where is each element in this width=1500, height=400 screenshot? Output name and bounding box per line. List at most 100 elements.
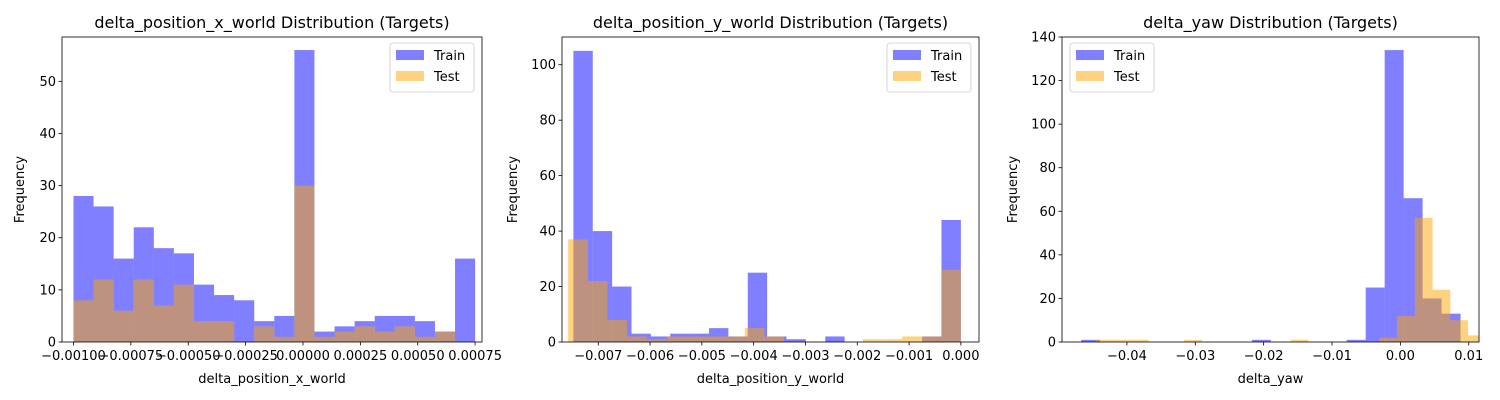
- x-tick-label: −0.006: [626, 349, 674, 364]
- test-bar: [744, 328, 765, 342]
- test-bar: [587, 281, 608, 342]
- y-tick-label: 30: [39, 179, 56, 194]
- test-bar: [214, 321, 235, 342]
- test-bar: [666, 336, 687, 342]
- test-bar: [1184, 339, 1202, 342]
- x-tick-label: 0.00000: [276, 349, 330, 364]
- test-bar: [254, 326, 275, 342]
- train-legend-swatch: [1076, 50, 1104, 60]
- test-bar: [73, 300, 94, 342]
- y-tick-label: 0: [548, 336, 556, 351]
- train-bar: [786, 339, 806, 342]
- legend-label: Train: [433, 49, 465, 64]
- y-tick-label: 0: [1048, 336, 1056, 351]
- chart-panel-2: −0.007 −0.006 −0.005 −0.004 −0.003 −0.002 −0.0…: [506, 13, 979, 387]
- y-tick-label: 80: [539, 114, 556, 129]
- train-bar: [455, 258, 476, 342]
- y-tick-label: 120: [1031, 74, 1056, 89]
- x-tick-label: −0.00025: [213, 349, 278, 364]
- test-legend-swatch: [396, 71, 424, 81]
- train-bar: [1081, 339, 1101, 342]
- test-bar: [901, 336, 922, 342]
- y-axis-label: Frequency: [506, 156, 521, 223]
- x-tick-label: 0.00: [1386, 349, 1415, 364]
- test-bar: [862, 339, 883, 342]
- x-tick-label: 0.01: [1454, 349, 1483, 364]
- test-bar: [705, 336, 726, 342]
- test-bar: [627, 336, 647, 342]
- y-tick-label: 20: [1039, 292, 1056, 307]
- x-tick-label: 0.00025: [333, 349, 387, 364]
- y-tick-label: 10: [39, 283, 56, 298]
- x-tick-label: −0.01: [1312, 349, 1352, 364]
- x-tick-label: 0.00075: [448, 349, 502, 364]
- test-bar: [1113, 339, 1131, 342]
- y-tick-label: 100: [1031, 118, 1056, 133]
- test-bar: [394, 326, 415, 342]
- test-bar: [1290, 339, 1309, 342]
- x-tick-label: −0.002: [833, 349, 881, 364]
- x-tick-label: −0.00075: [99, 349, 164, 364]
- legend-label: Test: [930, 70, 957, 85]
- train-bar: [1384, 50, 1404, 342]
- chart-title: delta_yaw Distribution (Targets): [1143, 13, 1398, 33]
- test-legend-swatch: [1076, 71, 1104, 81]
- x-tick-label: −0.004: [730, 349, 778, 364]
- test-bar: [882, 339, 902, 342]
- x-tick-label: −0.005: [678, 349, 726, 364]
- y-tick-label: 60: [1039, 205, 1056, 220]
- train-bar: [1365, 287, 1385, 342]
- legend-label: Test: [1113, 70, 1140, 85]
- train-bar: [1251, 339, 1271, 342]
- test-bar: [113, 310, 134, 342]
- y-tick-label: 100: [531, 58, 556, 73]
- test-bar: [434, 331, 456, 342]
- legend: Train Test: [389, 42, 475, 93]
- y-tick-label: 20: [539, 280, 556, 295]
- test-bar: [607, 319, 628, 342]
- train-legend-swatch: [893, 50, 921, 60]
- bars-group: [1081, 50, 1479, 342]
- x-tick-label: −0.00100: [41, 349, 106, 364]
- axes-frame: [561, 36, 980, 343]
- test-bar: [1468, 335, 1479, 342]
- y-tick-label: 40: [1039, 248, 1056, 263]
- x-axis-label: delta_yaw: [1238, 372, 1304, 387]
- y-tick-label: 80: [1039, 161, 1056, 176]
- x-tick-label: −0.003: [781, 349, 829, 364]
- test-bar: [193, 321, 215, 342]
- y-axis-label: Frequency: [13, 156, 28, 223]
- test-bar: [921, 336, 942, 342]
- train-bar: [274, 315, 295, 342]
- y-axis-label: Frequency: [1006, 156, 1021, 223]
- test-bar: [354, 326, 375, 342]
- x-tick-label: −0.001: [885, 349, 933, 364]
- test-bar: [133, 279, 154, 342]
- chart-title: delta_position_y_world Distribution (Tar…: [593, 13, 948, 33]
- test-bar: [374, 331, 395, 342]
- y-tick-label: 140: [1031, 31, 1056, 46]
- train-bar: [1346, 339, 1366, 342]
- test-legend-swatch: [893, 71, 921, 81]
- test-bar: [725, 336, 745, 342]
- test-bar: [1450, 320, 1469, 342]
- y-tick-label: 40: [539, 225, 556, 240]
- legend-label: Train: [1113, 49, 1145, 64]
- test-bar: [93, 279, 114, 342]
- y-tick-label: 60: [539, 169, 556, 184]
- x-tick-label: −0.03: [1175, 349, 1215, 364]
- test-bar: [274, 336, 295, 342]
- test-bar: [153, 305, 174, 342]
- bars-group: [568, 50, 961, 342]
- test-bar: [414, 336, 435, 342]
- train-legend-swatch: [396, 50, 424, 60]
- test-bar: [1397, 315, 1415, 342]
- x-axis-label: delta_position_x_world: [198, 372, 345, 387]
- y-tick-label: 40: [39, 127, 56, 142]
- test-bar: [314, 336, 335, 342]
- x-axis-label: delta_position_y_world: [697, 372, 844, 387]
- y-tick-label: 0: [48, 336, 56, 351]
- test-bar: [646, 339, 667, 342]
- axes-frame: [61, 36, 483, 343]
- x-tick-label: 0.00050: [391, 349, 445, 364]
